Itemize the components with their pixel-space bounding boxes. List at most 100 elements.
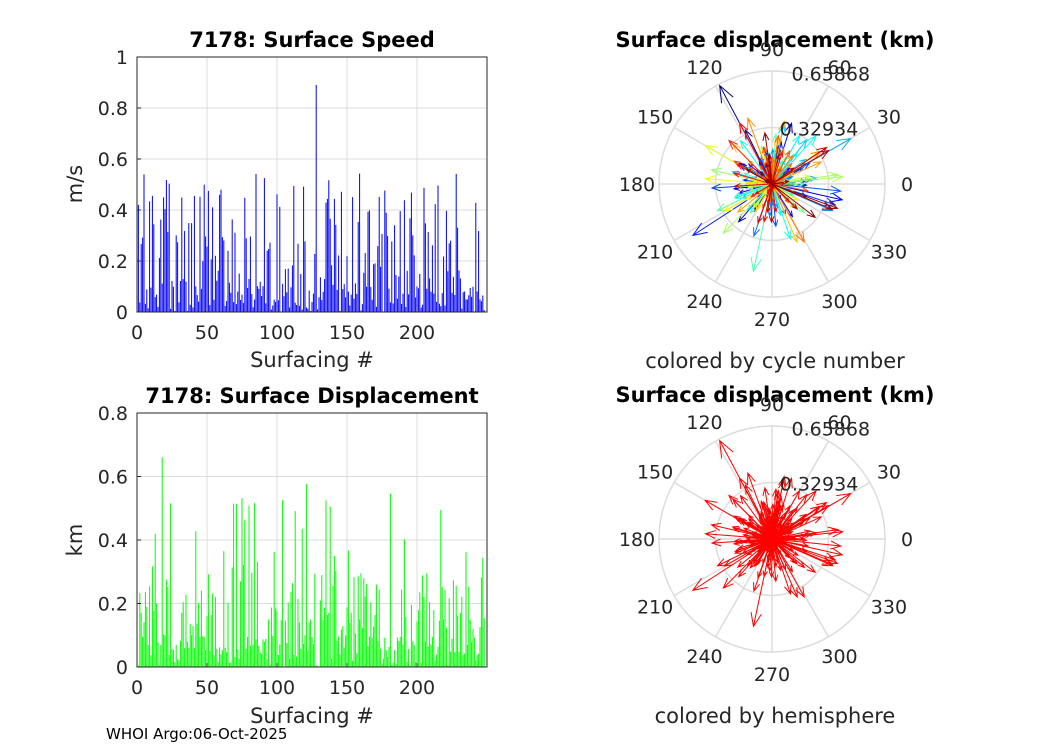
displacement-arrow: [762, 131, 773, 185]
compass-hemisphere-subtitle: colored by hemisphere: [655, 704, 896, 728]
displacement-arrow: [771, 517, 793, 540]
angle-label: 240: [686, 646, 722, 668]
compass-hemisphere-arrows: [691, 439, 852, 628]
displacement-arrow: [716, 538, 773, 567]
displacement-gridlines: [136, 412, 487, 668]
displacement-arrow: [771, 146, 828, 185]
displacement-arrow: [771, 183, 817, 219]
y-tick-label: 0.8: [98, 403, 128, 425]
displacement-arrow: [766, 183, 773, 214]
displacement-arrow: [745, 523, 773, 540]
displacement-arrow: [748, 183, 773, 192]
x-tick-label: 200: [399, 677, 435, 699]
displacement-arrow: [738, 476, 773, 540]
displacement-arrow: [771, 538, 799, 565]
displacement-arrow: [757, 183, 773, 225]
displacement-arrow: [771, 183, 843, 195]
displacement-arrow: [771, 522, 795, 540]
displacement-arrow: [768, 183, 775, 224]
displacement-arrow: [771, 489, 781, 540]
displacement-x-ticks: 0 50 100 150 200: [131, 663, 435, 699]
angle-label: 60: [827, 412, 851, 434]
compass-cycle-subtitle: colored by cycle number: [645, 349, 905, 373]
x-tick-label: 50: [195, 677, 219, 699]
angle-label: 270: [754, 664, 790, 686]
x-tick-label: 50: [195, 322, 219, 344]
displacement-arrow: [732, 527, 773, 540]
displacement-ylabel: km: [63, 524, 87, 557]
displacement-arrow: [762, 486, 773, 540]
y-tick-label: 1: [116, 47, 128, 69]
displacement-arrow: [767, 183, 773, 188]
x-tick-label: 150: [329, 322, 365, 344]
displacement-arrow: [771, 538, 843, 550]
displacement-arrow: [752, 538, 773, 564]
displacement-arrow: [771, 134, 781, 185]
angle-label: 210: [637, 242, 673, 264]
speed-chart: 7178: Surface Speed 0 0.2 0.4 0.6 0.8 1 0 50 10…: [63, 28, 488, 372]
displacement-arrow: [771, 538, 834, 565]
compass-hemisphere-chart: Surface displacement (km) 0 30 60 90 120 150 1…: [615, 383, 934, 728]
speed-title: 7178: Surface Speed: [189, 28, 435, 52]
angle-label: 30: [877, 462, 901, 484]
speed-ylabel: m/s: [63, 165, 87, 203]
y-tick-label: 0: [116, 657, 128, 679]
displacement-arrow: [771, 538, 778, 569]
angle-label: 30: [877, 107, 901, 129]
displacement-arrow: [748, 538, 773, 547]
angle-label: 300: [821, 646, 857, 668]
displacement-arrow: [736, 538, 773, 569]
displacement-arrow: [771, 183, 834, 210]
footer-credit: WHOI Argo:06-Oct-2025: [106, 725, 288, 743]
angle-label: 120: [686, 412, 722, 434]
radius-label: 0.32934: [780, 474, 859, 496]
displacement-arrow: [745, 168, 773, 185]
displacement-arrow: [759, 526, 773, 540]
displacement-arrow: [771, 153, 780, 185]
displacement-arrow: [771, 538, 817, 574]
displacement-arrow: [771, 501, 828, 540]
x-tick-label: 100: [259, 322, 295, 344]
x-tick-label: 150: [329, 677, 365, 699]
displacement-arrow: [736, 183, 773, 214]
speed-xlabel: Surfacing #: [250, 348, 374, 372]
displacement-arrow: [771, 508, 780, 540]
angle-label: 90: [760, 394, 784, 416]
angle-label: 150: [637, 107, 673, 129]
displacement-arrow: [767, 538, 773, 543]
displacement-arrow: [771, 154, 794, 185]
y-tick-label: 0.8: [98, 98, 128, 120]
y-tick-label: 0.6: [98, 467, 128, 489]
angle-label: 210: [637, 597, 673, 619]
displacement-arrow: [766, 538, 773, 569]
displacement-bars: [137, 457, 485, 667]
compass-cycle-title: Surface displacement (km): [615, 28, 934, 52]
radius-label: 0.65868: [791, 63, 870, 85]
displacement-arrow: [771, 538, 792, 596]
displacement-arrow: [771, 538, 810, 548]
displacement-arrow: [771, 149, 830, 185]
displacement-arrow: [771, 183, 799, 210]
displacement-arrow: [716, 183, 773, 212]
displacement-arrow: [771, 538, 805, 599]
displacement-arrow: [733, 538, 773, 544]
speed-gridlines: [136, 56, 487, 313]
displacement-arrow: [757, 538, 773, 580]
angle-label: 180: [619, 174, 655, 196]
radius-label: 0.32934: [780, 119, 859, 141]
displacement-arrow: [732, 172, 773, 185]
y-tick-label: 0.2: [98, 594, 128, 616]
displacement-y-ticks: 0 0.2 0.4 0.6 0.8: [98, 403, 141, 679]
displacement-arrow: [768, 538, 775, 579]
x-tick-label: 0: [131, 322, 143, 344]
speed-axes-box: [136, 56, 488, 313]
displacement-arrow: [747, 471, 773, 540]
speed-y-ticks: 0 0.2 0.4 0.6 0.8 1: [98, 47, 141, 324]
y-tick-label: 0.6: [98, 149, 128, 171]
angle-label: 270: [754, 309, 790, 331]
angle-label: 60: [827, 57, 851, 79]
radius-label: 0.65868: [791, 418, 870, 440]
displacement-arrow: [752, 183, 773, 209]
angle-label: 150: [637, 462, 673, 484]
